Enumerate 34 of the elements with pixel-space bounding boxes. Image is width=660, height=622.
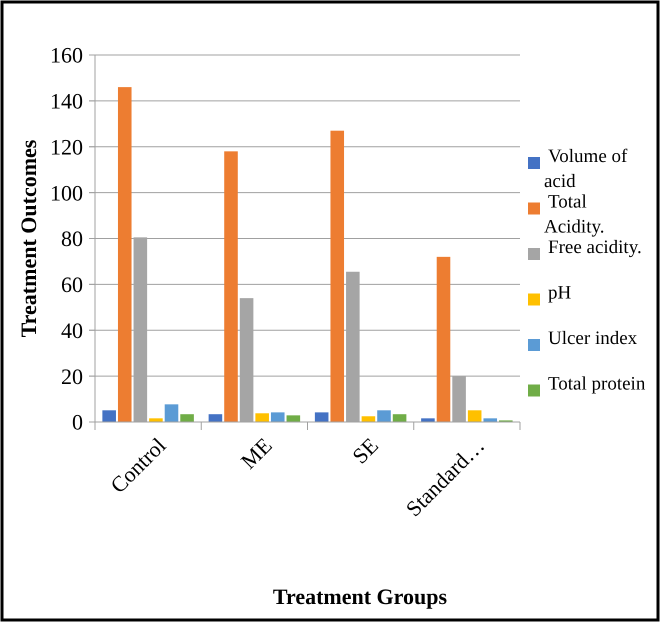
y-tick-label: 160	[50, 42, 83, 68]
bar	[164, 404, 178, 422]
bar	[314, 412, 328, 422]
legend-label: pH	[548, 282, 572, 304]
bar	[392, 414, 406, 422]
x-tick-label: ME	[236, 432, 277, 474]
legend-label: Total protein	[548, 374, 646, 394]
y-tick-label: 140	[50, 88, 83, 114]
bar	[102, 410, 116, 422]
x-axis-title: Treatment Groups	[272, 584, 448, 609]
legend-label: Total Acidity.	[544, 192, 605, 238]
bar	[377, 410, 391, 422]
y-tick-label: 20	[61, 364, 83, 389]
legend-label: Free acidity.	[548, 237, 642, 258]
bar	[118, 87, 132, 422]
bar	[224, 151, 238, 422]
bar	[208, 414, 222, 422]
legend-label: Volume of acid	[544, 146, 628, 192]
y-tick-label: 100	[50, 180, 83, 206]
y-tick-label: 60	[61, 272, 83, 298]
y-tick-label: 40	[61, 318, 83, 343]
bar	[286, 415, 300, 422]
legend-label: Ulcer index	[548, 328, 638, 349]
bar	[180, 414, 194, 422]
bar	[468, 410, 482, 422]
x-tick-label: SE	[347, 432, 384, 469]
y-tick-label: 80	[61, 226, 83, 252]
bar	[330, 130, 344, 422]
bar	[270, 412, 285, 422]
y-tick-label: 120	[50, 134, 83, 160]
y-tick-label: 0	[72, 410, 83, 435]
y-axis-title: Treatment Outcomes	[16, 139, 41, 338]
bar	[255, 413, 269, 422]
bar	[436, 256, 450, 422]
